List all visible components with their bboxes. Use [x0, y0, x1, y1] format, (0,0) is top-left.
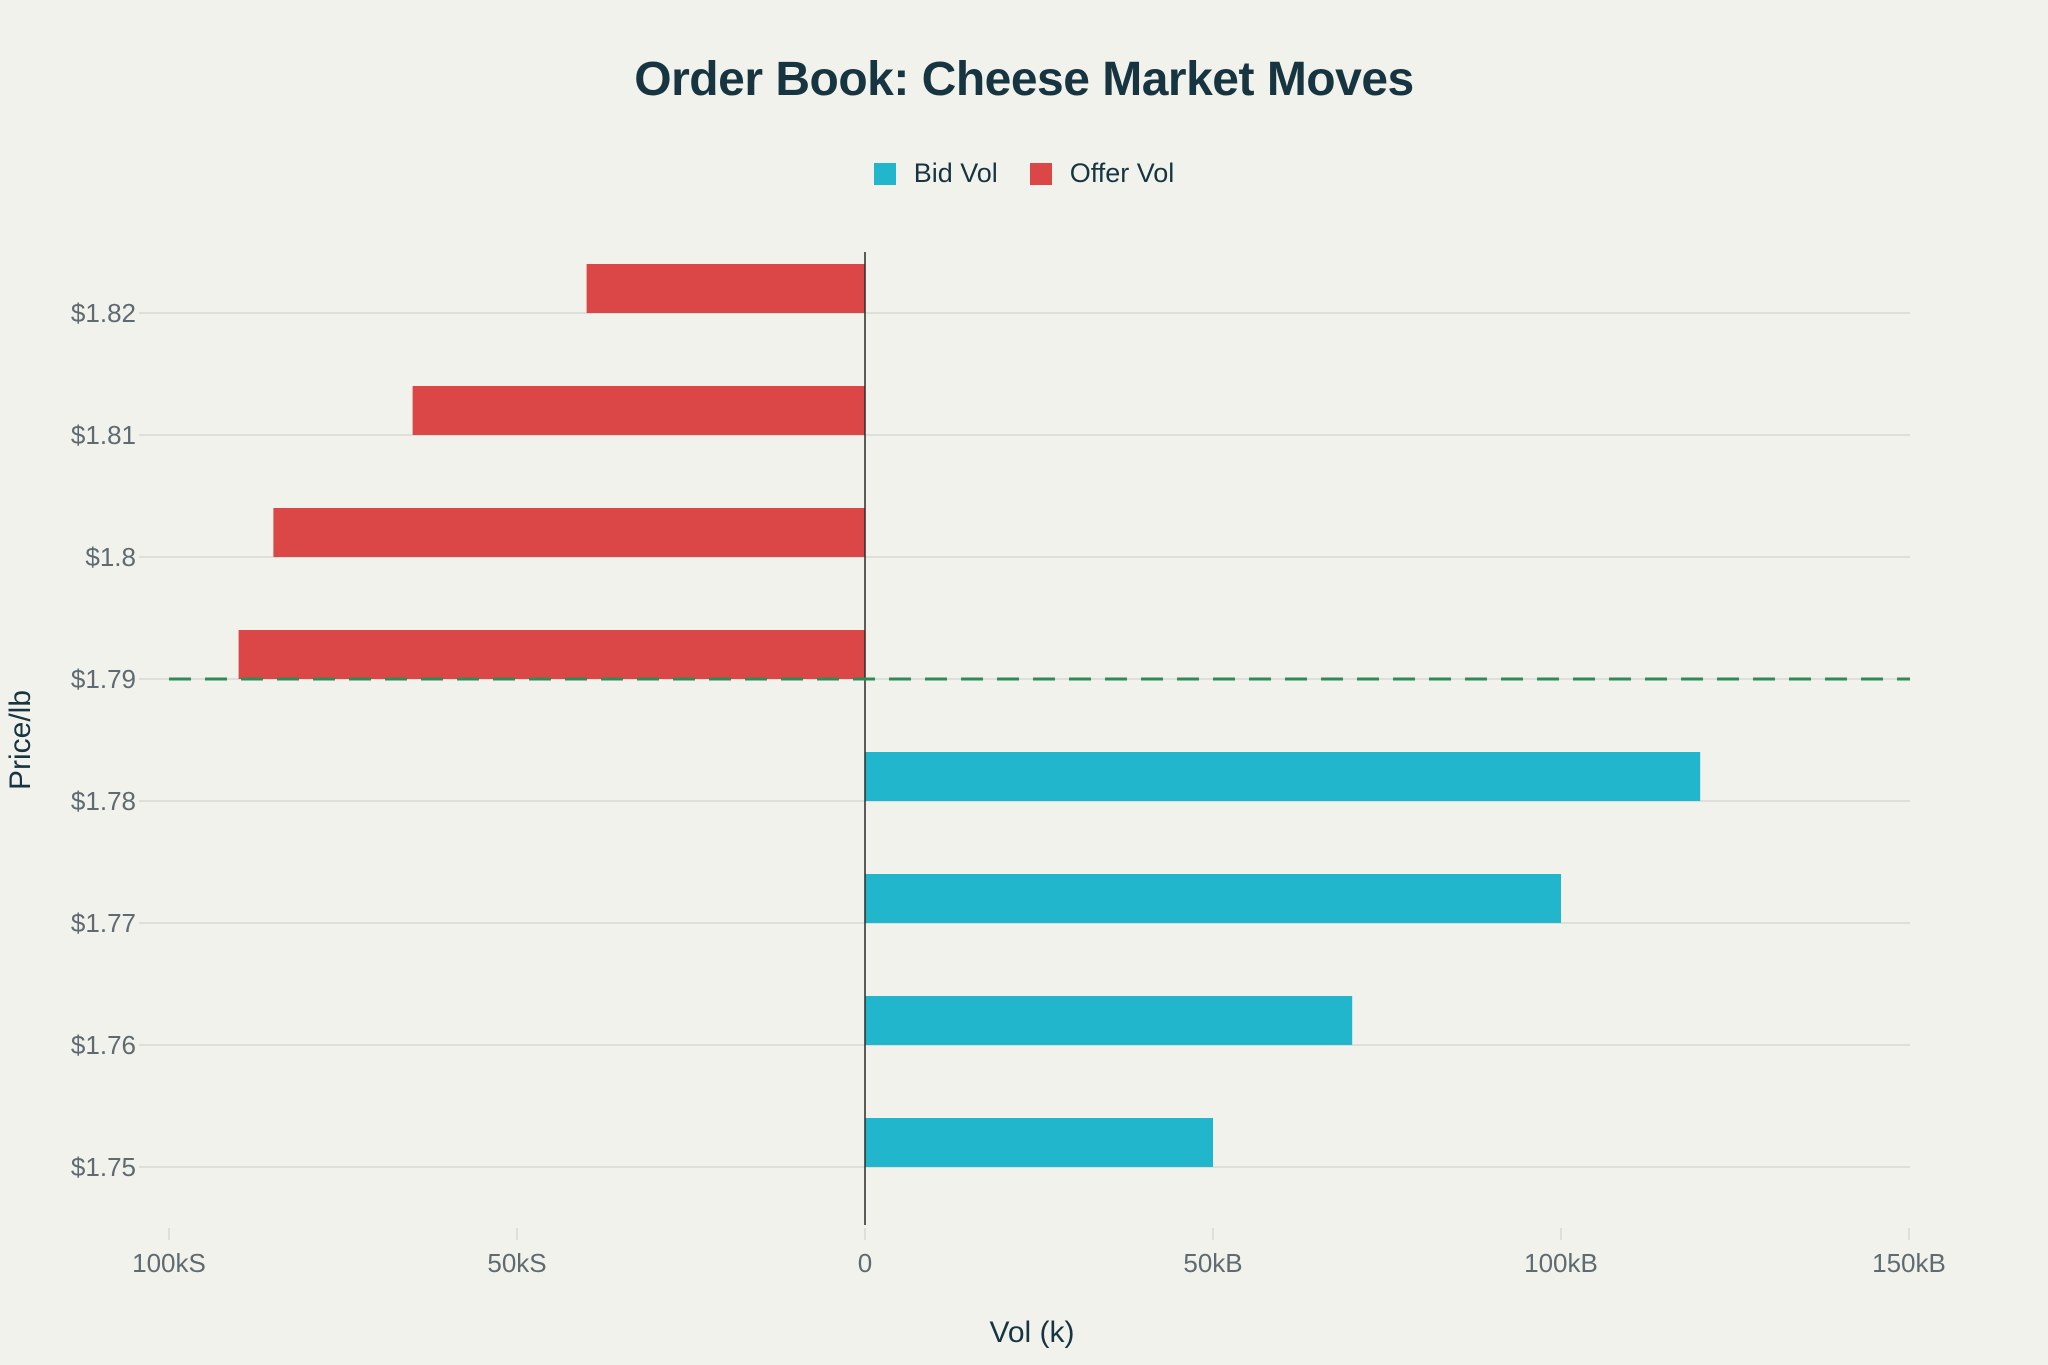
legend: Bid Vol Offer Vol — [0, 158, 2048, 189]
bars — [238, 264, 1701, 1167]
bid-swatch-icon — [873, 162, 896, 185]
legend-label-bid: Bid Vol — [913, 158, 998, 188]
x-tick-label: 0 — [858, 1248, 872, 1278]
y-tick-label: $1.75 — [71, 1152, 136, 1182]
x-tick-label: 50kB — [1183, 1248, 1242, 1278]
y-tick-label: $1.8 — [85, 542, 136, 572]
x-tick-label: 50kS — [487, 1248, 546, 1278]
offer-bar[interactable] — [586, 264, 865, 313]
y-tick-label: $1.78 — [71, 786, 136, 816]
offer-swatch-icon — [1029, 162, 1052, 185]
bid-bar[interactable] — [865, 874, 1561, 923]
legend-label-offer: Offer Vol — [1069, 158, 1175, 188]
offer-bar[interactable] — [273, 508, 865, 557]
x-tick-label: 100kB — [1524, 1248, 1598, 1278]
chart-title: Order Book: Cheese Market Moves — [634, 53, 1414, 106]
bid-bar[interactable] — [865, 752, 1701, 801]
y-axis-title: Price/lb — [4, 690, 37, 790]
x-axis-ticks: 100kS 50kS 0 50kB 100kB 150kB — [132, 1228, 1946, 1278]
x-axis-title: Vol (k) — [989, 1316, 1074, 1349]
y-tick-label: $1.77 — [71, 908, 136, 938]
offer-bar[interactable] — [412, 386, 865, 435]
y-tick-label: $1.82 — [71, 298, 136, 328]
x-tick-label: 150kB — [1872, 1248, 1946, 1278]
x-tick-label: 100kS — [132, 1248, 206, 1278]
legend-item-offer[interactable]: Offer Vol — [1029, 158, 1175, 189]
bid-bar[interactable] — [865, 1118, 1213, 1167]
legend-item-bid[interactable]: Bid Vol — [873, 158, 998, 189]
y-tick-label: $1.81 — [71, 420, 136, 450]
y-tick-label: $1.79 — [71, 664, 136, 694]
y-tick-label: $1.76 — [71, 1030, 136, 1060]
y-axis-ticks: $1.82 $1.81 $1.8 $1.79 $1.78 $1.77 $1.76 $1.75 — [71, 298, 136, 1182]
offer-bar[interactable] — [238, 630, 866, 679]
bid-bar[interactable] — [865, 996, 1353, 1045]
